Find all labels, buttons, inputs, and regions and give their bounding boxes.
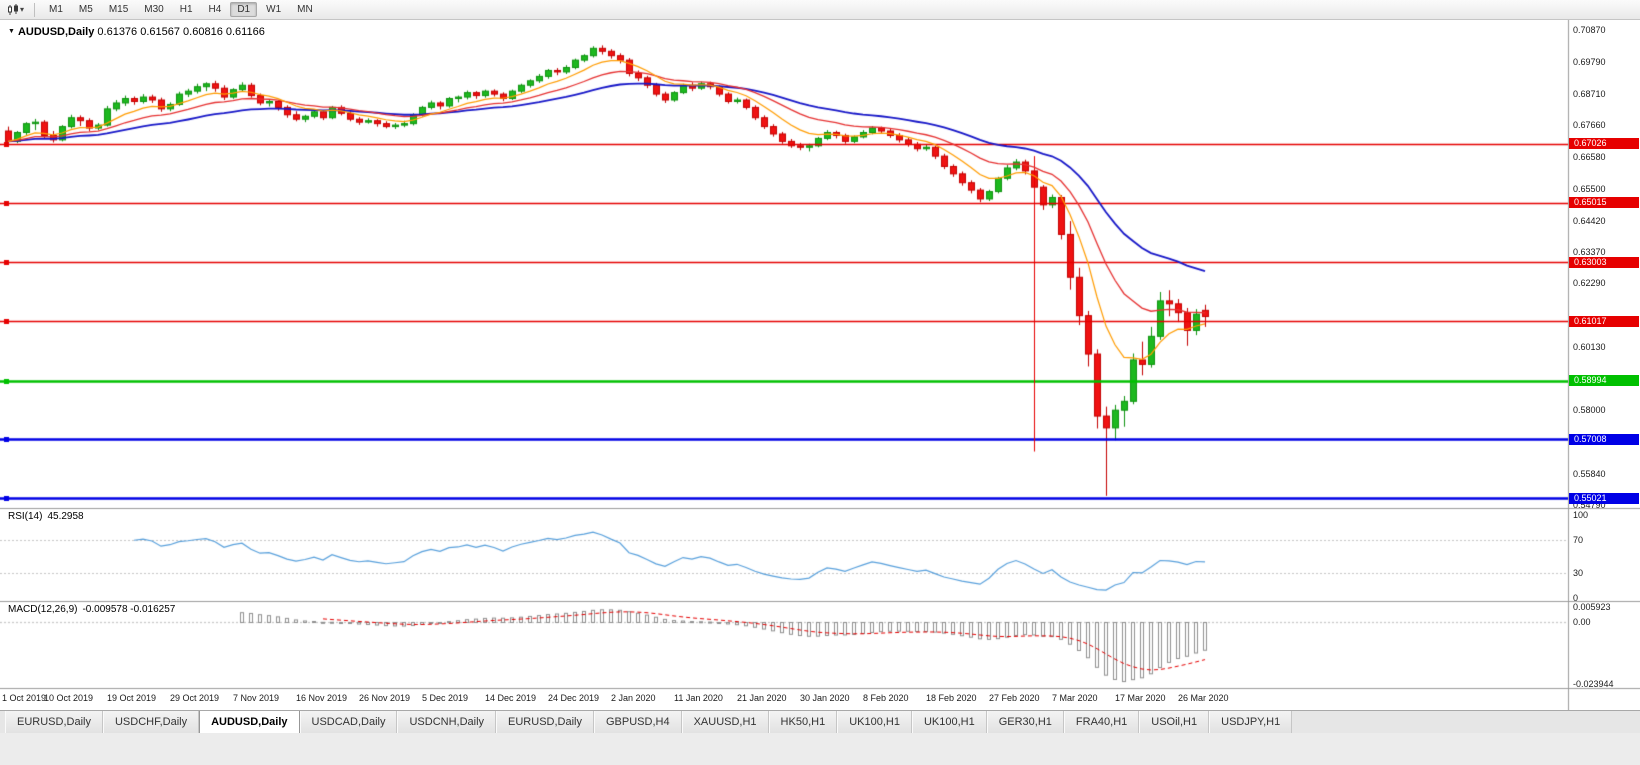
chart-tab-usdjpy-h1[interactable]: USDJPY,H1 xyxy=(1209,711,1293,733)
macd-name: MACD(12,26,9) xyxy=(8,604,78,615)
price-line-badge: 0.57008 xyxy=(1569,433,1639,445)
timeframe-buttons: M1 M5 M15 M30 H1 H4 D1 W1 MN xyxy=(41,2,321,17)
price-axis-tick: 0.55840 xyxy=(1573,468,1606,479)
chart-tab-eurusd-daily[interactable]: EURUSD,Daily xyxy=(5,711,103,733)
date-axis-label: 7 Mar 2020 xyxy=(1052,693,1098,703)
chart-tab-usdcad-daily[interactable]: USDCAD,Daily xyxy=(299,711,398,733)
date-axis-label: 5 Dec 2019 xyxy=(422,693,469,703)
date-axis-label: 11 Jan 2020 xyxy=(674,693,723,703)
chart-tab-gbpusd-h4[interactable]: GBPUSD,H4 xyxy=(594,711,682,733)
chart-tab-ger30-h1[interactable]: GER30,H1 xyxy=(986,711,1064,733)
chart-tab-fra40-h1[interactable]: FRA40,H1 xyxy=(1063,711,1140,733)
macd-values: -0.009578 -0.016257 xyxy=(82,604,176,615)
chart-tab-usdcnh-daily[interactable]: USDCNH,Daily xyxy=(397,711,497,733)
date-axis-label: 18 Feb 2020 xyxy=(926,693,977,703)
date-axis-label: 7 Nov 2019 xyxy=(233,693,280,703)
chart-tab-audusd-daily[interactable]: AUDUSD,Daily xyxy=(199,711,300,733)
chart-region: ▼ AUDUSD,Daily 0.61376 0.61567 0.60816 0.… xyxy=(0,20,1640,710)
chart-symbol-label: AUDUSD,Daily xyxy=(17,26,95,38)
date-axis-label: 1 Oct 2019 xyxy=(2,693,47,703)
timeframe-button-m30[interactable]: M30 xyxy=(144,4,164,15)
price-line-badge: 0.58994 xyxy=(1569,375,1639,387)
timeframe-button-mn[interactable]: MN xyxy=(297,4,313,15)
rsi-axis-tick: 30 xyxy=(1573,568,1584,579)
price-axis-tick: 0.62290 xyxy=(1573,278,1606,289)
chart-title: ▼ AUDUSD,Daily 0.61376 0.61567 0.60816 0.… xyxy=(8,26,265,38)
price-line-badge: 0.65015 xyxy=(1569,197,1639,209)
date-axis-label: 19 Oct 2019 xyxy=(107,693,157,703)
price-line-badge: 0.61017 xyxy=(1569,315,1639,327)
price-axis[interactable]: 0.70870 0.69790 0.68710 0.67660 0.66580 0.655… xyxy=(1568,20,1640,689)
chart-tabs-bar: EURUSD,Daily USDCHF,Daily AUDUSD,Daily USDC… xyxy=(0,710,1640,733)
chart-dropdown-icon[interactable]: ▼ xyxy=(8,28,15,35)
price-axis-tick: 0.66580 xyxy=(1573,151,1606,162)
bottom-strip xyxy=(0,733,1640,765)
rsi-axis-tick: 100 xyxy=(1573,510,1589,520)
date-axis-label: 2 Jan 2020 xyxy=(611,693,656,703)
price-axis-tick: 0.68710 xyxy=(1573,88,1606,99)
chart-type-icon[interactable] xyxy=(4,2,22,18)
price-line-badge: 0.55021 xyxy=(1569,492,1639,504)
chart-tab-xauusd-h1[interactable]: XAUUSD,H1 xyxy=(681,711,769,733)
price-line-badge: 0.67026 xyxy=(1569,138,1639,150)
date-axis-label: 29 Oct 2019 xyxy=(170,693,220,703)
toolbar-separator xyxy=(34,2,36,17)
chart-tab-usdchf-daily[interactable]: USDCHF,Daily xyxy=(102,711,200,733)
date-axis-label: 8 Feb 2020 xyxy=(863,693,909,703)
date-axis-label: 10 Oct 2019 xyxy=(44,693,94,703)
chart-tab-usoil-h1[interactable]: USOil,H1 xyxy=(1139,711,1210,733)
price-axis-tick: 0.70870 xyxy=(1573,25,1606,35)
date-axis-label: 14 Dec 2019 xyxy=(485,693,537,703)
macd-axis-tick: -0.023944 xyxy=(1573,679,1614,689)
chart-tab-eurusd-daily[interactable]: EURUSD,Daily xyxy=(496,711,594,733)
rsi-indicator-label: RSI(14) 45.2958 xyxy=(8,511,84,522)
macd-indicator-label: MACD(12,26,9) -0.009578 -0.016257 xyxy=(8,604,175,615)
price-axis-tick: 0.54790 xyxy=(1573,500,1606,510)
chart-tab-hk50-h1[interactable]: HK50,H1 xyxy=(768,711,838,733)
timeframe-button-h4[interactable]: H4 xyxy=(208,4,222,15)
price-axis-tick: 0.58000 xyxy=(1573,405,1606,416)
rsi-value: 45.2958 xyxy=(47,511,84,522)
date-axis-label: 27 Feb 2020 xyxy=(989,693,1040,703)
price-axis-tick: 0.67660 xyxy=(1573,119,1606,130)
date-axis-label: 26 Mar 2020 xyxy=(1178,693,1229,703)
date-axis-label: 26 Nov 2019 xyxy=(359,693,411,703)
macd-axis-tick: 0.005923 xyxy=(1573,602,1611,612)
date-axis-label: 17 Mar 2020 xyxy=(1115,693,1166,703)
dropdown-caret-icon[interactable]: ▾ xyxy=(20,5,25,14)
macd-axis-tick: 0.00 xyxy=(1573,617,1591,628)
timeframe-toolbar: ▾ M1 M5 M15 M30 H1 H4 D1 W1 MN xyxy=(0,0,1640,20)
timeframe-button-d1[interactable]: D1 xyxy=(230,2,258,17)
date-axis-label: 24 Dec 2019 xyxy=(548,693,600,703)
price-axis-tick: 0.60130 xyxy=(1573,342,1606,353)
chart-ohlc-values: 0.61376 0.61567 0.60816 0.61166 xyxy=(97,26,265,38)
rsi-name: RSI(14) xyxy=(8,511,43,522)
price-axis-tick: 0.64420 xyxy=(1573,215,1606,226)
price-axis-tick: 0.69790 xyxy=(1573,56,1606,67)
timeframe-button-m15[interactable]: M15 xyxy=(108,4,129,15)
timeframe-button-w1[interactable]: W1 xyxy=(266,4,282,15)
price-axis-tick: 0.63370 xyxy=(1573,246,1606,257)
price-axis-tick: 0.65500 xyxy=(1573,183,1606,194)
price-chart-canvas[interactable] xyxy=(0,20,1640,710)
chart-tab-uk100-h1[interactable]: UK100,H1 xyxy=(837,711,912,733)
rsi-axis-tick: 70 xyxy=(1573,534,1584,545)
timeframe-button-h1[interactable]: H1 xyxy=(179,4,193,15)
timeframe-button-m1[interactable]: M1 xyxy=(49,4,63,15)
date-axis-label: 30 Jan 2020 xyxy=(800,693,850,703)
rsi-axis-tick: 0 xyxy=(1573,593,1579,603)
chart-tab-uk100-h1[interactable]: UK100,H1 xyxy=(911,711,987,733)
date-axis-label: 16 Nov 2019 xyxy=(296,693,348,703)
date-axis[interactable]: 1 Oct 2019 10 Oct 2019 19 Oct 2019 29 Oct 2… xyxy=(0,688,1568,710)
price-line-badge: 0.63003 xyxy=(1569,256,1639,268)
timeframe-button-m5[interactable]: M5 xyxy=(78,4,93,15)
date-axis-label: 21 Jan 2020 xyxy=(737,693,787,703)
